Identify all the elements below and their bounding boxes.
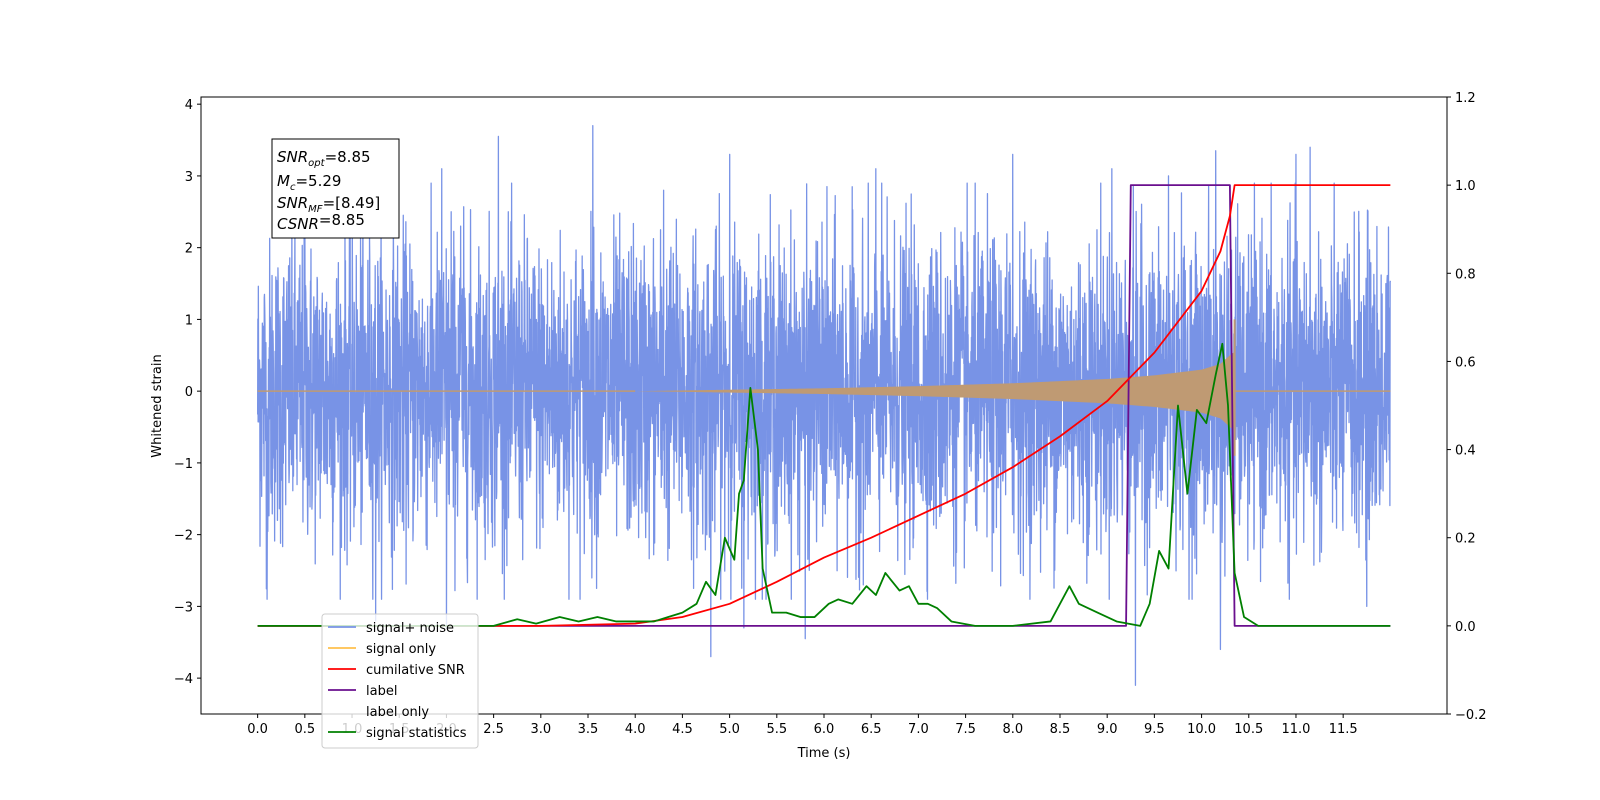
- x-tick-label: 9.5: [1144, 722, 1165, 737]
- y-right-tick-label: 1.0: [1455, 179, 1476, 194]
- x-tick-label: 6.0: [814, 722, 835, 737]
- x-tick-label: 4.0: [625, 722, 646, 737]
- y-right-tick-label: 0.8: [1455, 267, 1476, 282]
- annotation-csnr: CSNR=8.85: [277, 211, 365, 233]
- y-right-axis: −0.2 0.0 0.2 0.4 0.6 0.8 1.0 1.2: [1447, 91, 1487, 723]
- y-right-tick-label: 0.2: [1455, 532, 1476, 547]
- x-tick-label: 0.5: [294, 722, 315, 737]
- y-left-axis: −4 −3 −2 −1 0 1 2 3 4: [174, 98, 201, 687]
- y-right-tick-label: 1.2: [1455, 91, 1476, 106]
- series-cumilative-snr-line: [257, 184, 1391, 627]
- annotation-snr-opt: SNRopt=8.85: [277, 148, 371, 169]
- x-tick-label: 0.0: [247, 722, 268, 737]
- x-tick-label: 7.5: [955, 722, 976, 737]
- x-tick-label: 9.0: [1097, 722, 1118, 737]
- y-left-tick-label: −2: [174, 529, 193, 544]
- x-tick-label: 11.5: [1329, 722, 1358, 737]
- x-tick-label: 10.5: [1234, 722, 1263, 737]
- annotation-chirp-mass: Mc=5.29: [277, 172, 341, 193]
- y-right-tick-label: 0.6: [1455, 355, 1476, 370]
- y-left-tick-label: 1: [185, 313, 193, 328]
- x-tick-label: 6.5: [861, 722, 882, 737]
- legend-label-label: label: [366, 684, 397, 699]
- x-tick-label: 3.0: [530, 722, 551, 737]
- y-right-tick-label: 0.4: [1455, 444, 1476, 459]
- series-signal-statistics-line: [257, 342, 1391, 627]
- y-right-tick-label: −0.2: [1455, 708, 1487, 723]
- series-signal-noise-line: [256, 125, 1392, 686]
- plot-area: [256, 125, 1392, 686]
- y-left-tick-label: 0: [185, 385, 193, 400]
- x-tick-label: 10.0: [1187, 722, 1216, 737]
- series-signal-only-envelope: [635, 351, 1235, 431]
- legend-label-label-only: label only: [366, 705, 429, 720]
- x-tick-label: 5.0: [719, 722, 740, 737]
- x-tick-label: 3.5: [578, 722, 599, 737]
- legend: signal+ noise signal only cumilative SNR la…: [321, 613, 479, 749]
- legend-label-signal-statistics: signal statistics: [366, 726, 467, 741]
- y-axis-label: Whitened strain: [150, 354, 165, 457]
- x-tick-label: 8.0: [1002, 722, 1023, 737]
- x-axis-label: Time (s): [797, 746, 851, 761]
- x-tick-label: 5.5: [766, 722, 787, 737]
- y-left-tick-label: 3: [185, 170, 193, 185]
- y-left-tick-label: 2: [185, 242, 193, 257]
- legend-label-cumilative-snr: cumilative SNR: [366, 663, 465, 678]
- legend-label-signal-only: signal only: [366, 642, 436, 657]
- y-right-tick-label: 0.0: [1455, 620, 1476, 635]
- y-left-tick-label: −1: [174, 457, 193, 472]
- y-left-tick-label: 4: [185, 98, 193, 113]
- legend-label-signal-noise: signal+ noise: [366, 621, 454, 636]
- y-left-tick-label: −3: [174, 600, 193, 615]
- x-tick-label: 11.0: [1281, 722, 1310, 737]
- y-left-tick-label: −4: [174, 672, 193, 687]
- annotation-snr-mf: SNRMF=[8.49]: [277, 194, 380, 215]
- x-tick-label: 7.0: [908, 722, 929, 737]
- x-tick-label: 2.5: [483, 722, 504, 737]
- legend-frame: [321, 613, 479, 749]
- x-tick-label: 8.5: [1050, 722, 1071, 737]
- annotation-box: SNRopt=8.85 Mc=5.29 SNRMF=[8.49] CSNR=8.…: [271, 138, 400, 239]
- x-tick-label: 4.5: [672, 722, 693, 737]
